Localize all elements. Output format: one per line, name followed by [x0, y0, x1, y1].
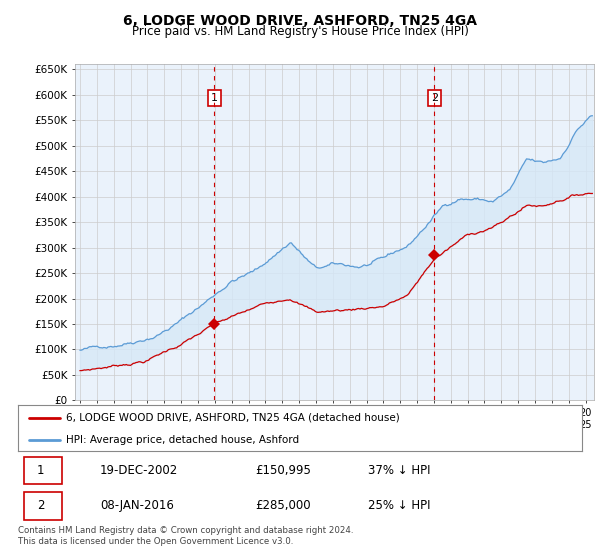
Text: 1: 1	[211, 93, 218, 103]
Text: Contains HM Land Registry data © Crown copyright and database right 2024.
This d: Contains HM Land Registry data © Crown c…	[18, 526, 353, 546]
Text: 19-DEC-2002: 19-DEC-2002	[100, 464, 178, 477]
Text: 2: 2	[431, 93, 438, 103]
Text: 6, LODGE WOOD DRIVE, ASHFORD, TN25 4GA: 6, LODGE WOOD DRIVE, ASHFORD, TN25 4GA	[123, 14, 477, 28]
Text: Price paid vs. HM Land Registry's House Price Index (HPI): Price paid vs. HM Land Registry's House …	[131, 25, 469, 38]
Text: HPI: Average price, detached house, Ashford: HPI: Average price, detached house, Ashf…	[66, 435, 299, 445]
Text: 6, LODGE WOOD DRIVE, ASHFORD, TN25 4GA (detached house): 6, LODGE WOOD DRIVE, ASHFORD, TN25 4GA (…	[66, 413, 400, 423]
Text: £285,000: £285,000	[255, 500, 311, 512]
Text: £150,995: £150,995	[255, 464, 311, 477]
FancyBboxPatch shape	[23, 457, 62, 484]
FancyBboxPatch shape	[23, 492, 62, 520]
Text: 08-JAN-2016: 08-JAN-2016	[100, 500, 173, 512]
Text: 37% ↓ HPI: 37% ↓ HPI	[368, 464, 430, 477]
Text: 25% ↓ HPI: 25% ↓ HPI	[368, 500, 430, 512]
Text: 1: 1	[37, 464, 44, 477]
Text: 2: 2	[37, 500, 44, 512]
